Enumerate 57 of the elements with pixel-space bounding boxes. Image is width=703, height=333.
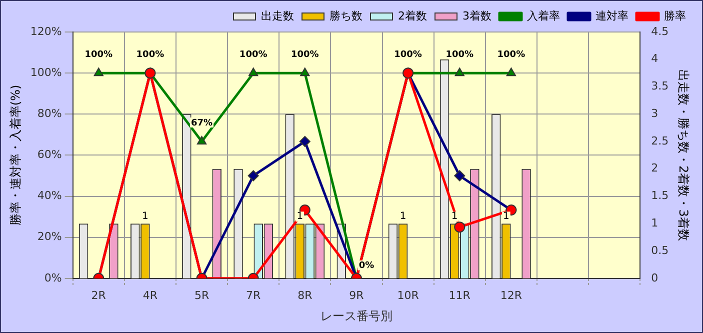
data-label: 100%	[446, 50, 474, 60]
y2-tick-label: 4.5	[651, 24, 669, 38]
y-tick-label: 100%	[30, 66, 62, 79]
y2-tick-label: 2.5	[651, 134, 669, 148]
point	[300, 68, 310, 76]
y-tick-label: 0%	[44, 271, 62, 284]
data-label: 100%	[136, 50, 164, 60]
y-tick-label: 20%	[37, 230, 62, 244]
y-tick-label: 80%	[37, 106, 62, 120]
point	[94, 68, 104, 76]
data-label: 100%	[291, 50, 319, 60]
legend-label: 出走数	[261, 9, 294, 22]
point	[248, 68, 258, 76]
x-tick-label: 4R	[142, 288, 158, 302]
data-label: 1	[451, 211, 458, 222]
x-tick-label: 2R	[91, 288, 106, 302]
x-tick-label: 9R	[349, 288, 364, 302]
y2-tick-label: 3.5	[651, 80, 669, 93]
legend-label: 入着率	[527, 9, 560, 22]
data-label: 1	[400, 211, 406, 222]
point	[506, 68, 516, 76]
y2-tick-label: 2	[651, 162, 658, 175]
data-label: 1	[296, 211, 304, 222]
data-label: 100%	[497, 50, 526, 60]
x-tick-label: 10R	[397, 288, 420, 302]
legend-label: 連対率	[596, 9, 628, 22]
y2-tick-label: 4	[651, 52, 658, 66]
x-tick-label: 8R	[298, 288, 313, 302]
y2-tick-label: 1	[651, 216, 658, 230]
legend-label: 3着数	[462, 9, 492, 22]
data-label: 0%	[358, 261, 374, 272]
y-tick-label: 120%	[30, 24, 62, 38]
x-tick-label: 5R	[194, 288, 210, 302]
y-axis-title: 勝率・連対率・入着率(%)	[8, 84, 22, 226]
point	[299, 136, 310, 147]
point	[196, 136, 207, 144]
x-tick-label: 11R	[448, 288, 471, 302]
x-tick-label: 7R	[246, 288, 262, 302]
data-label: 1	[142, 211, 148, 222]
y-tick-label: 60%	[37, 148, 62, 162]
data-label: 100%	[239, 50, 268, 60]
data-label: 100%	[394, 50, 422, 60]
data-label: 67%	[190, 118, 213, 128]
data-label: 100%	[84, 50, 113, 60]
legend-label: 勝ち数	[330, 9, 363, 22]
y2-tick-label: 1.5	[651, 189, 669, 202]
y2-tick-label: 0.5	[651, 244, 669, 257]
point	[454, 68, 464, 76]
data-label: 1	[502, 211, 510, 222]
y2-axis-title: 出走数・勝ち数・2着数・3着数	[676, 70, 691, 241]
y2-tick-label: 0	[651, 271, 658, 284]
x-axis-title: レース番号別	[320, 308, 392, 323]
x-tick-label: 12R	[500, 288, 522, 302]
y-tick-label: 40%	[37, 189, 62, 202]
legend-label: 2着数	[398, 9, 428, 22]
legend-label: 勝率	[664, 9, 686, 22]
y2-tick-label: 3	[651, 106, 658, 120]
